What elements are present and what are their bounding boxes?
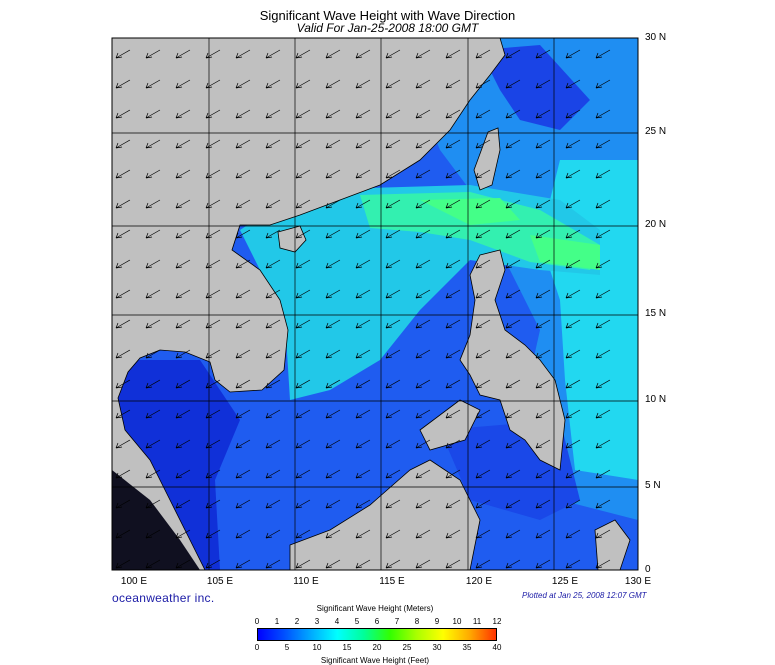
map-subtitle: Valid For Jan-25-2008 18:00 GMT [296,21,479,35]
meters-ticks-6: 6 [374,617,380,626]
lat-label-30n: 30 N [645,32,667,43]
wave-direction-arrows [115,49,611,569]
brand-logo: oceanweather inc. [112,591,215,605]
meters-ticks-0: 0 [254,617,260,626]
lat-label-5n: 5 N [645,480,661,491]
wave-zone-peak [420,198,520,225]
hainan-island [277,225,307,253]
wave-height-colorbar [257,628,497,641]
taiwan-island [473,127,501,191]
feet-ticks-2: 10 [312,643,322,652]
lon-label-130e: 130 E [624,576,652,587]
palawan-island [419,399,481,451]
feet-ticks-5: 25 [402,643,412,652]
lat-label-0: 0 [645,564,651,575]
lat-label-25n: 25 N [645,126,667,137]
feet-ticks-1: 5 [284,643,290,652]
meters-ticks-7: 7 [394,617,400,626]
map-frame [111,37,639,571]
philippines [459,249,566,471]
wave-zone-east-china-sea [480,45,590,130]
lon-label-120e: 120 E [465,576,493,587]
meters-ticks-2: 2 [294,617,300,626]
scale-meters-title: Significant Wave Height (Meters) [316,604,434,613]
lon-label-100e: 100 E [120,576,148,587]
meters-ticks-3: 3 [314,617,320,626]
feet-ticks-3: 15 [342,643,352,652]
lat-label-20n: 20 N [645,219,667,230]
lon-label-125e: 125 E [551,576,579,587]
lon-label-110e: 110 E [293,576,319,587]
borneo-island [289,459,481,570]
lat-label-10n: 10 N [645,394,667,405]
feet-ticks-0: 0 [254,643,260,652]
lon-label-105e: 105 E [206,576,234,587]
meters-ticks-10: 10 [452,617,462,626]
andaman-sea [112,470,200,570]
meters-ticks-11: 11 [472,617,482,626]
map-title: Significant Wave Height with Wave Direct… [259,8,516,23]
feet-ticks-8: 40 [492,643,502,652]
meters-ticks-4: 4 [334,617,340,626]
wave-map [111,37,639,571]
feet-ticks-7: 35 [462,643,472,652]
meters-ticks-1: 1 [274,617,280,626]
meters-ticks-12: 12 [492,617,502,626]
lat-label-15n: 15 N [645,308,667,319]
meters-ticks-8: 8 [414,617,420,626]
lon-label-115e: 115 E [379,576,405,587]
plotted-timestamp: Plotted at Jan 25, 2008 12:07 GMT [522,591,647,600]
feet-ticks-6: 30 [432,643,442,652]
feet-ticks-4: 20 [372,643,382,652]
meters-ticks-5: 5 [354,617,360,626]
asia-mainland [112,38,506,570]
scale-feet-title: Significant Wave Height (Feet) [320,656,430,665]
meters-ticks-9: 9 [434,617,440,626]
